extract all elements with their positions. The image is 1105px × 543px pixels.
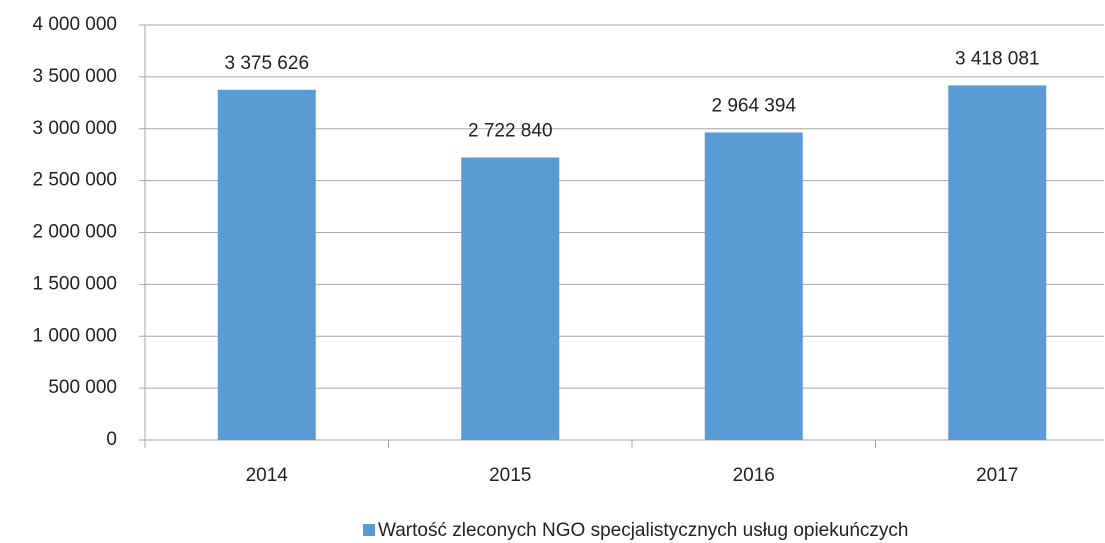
y-tick-label: 2 000 000 <box>32 222 117 243</box>
y-tick-label: 1 000 000 <box>32 325 117 346</box>
y-tick-label: 500 000 <box>48 377 117 398</box>
y-tick-label: 3 000 000 <box>32 118 117 139</box>
y-tick-label: 0 <box>106 429 117 450</box>
bar <box>461 157 560 440</box>
data-label: 2 722 840 <box>468 121 553 142</box>
y-tick-label: 1 500 000 <box>32 273 117 294</box>
bar <box>948 85 1047 441</box>
data-label: 3 418 081 <box>955 48 1040 69</box>
bar <box>217 89 316 440</box>
data-label: 2 964 394 <box>711 95 796 116</box>
y-tick-label: 3 500 000 <box>32 66 117 87</box>
x-tick-label: 2014 <box>246 465 289 486</box>
y-tick-label: 4 000 000 <box>32 14 117 35</box>
data-label: 3 375 626 <box>224 53 309 74</box>
x-tick-label: 2015 <box>489 465 531 486</box>
legend-swatch <box>363 524 375 536</box>
x-tick-label: 2016 <box>733 465 775 486</box>
legend-label: Wartość zleconych NGO specjalistycznych … <box>378 520 908 541</box>
y-tick-label: 2 500 000 <box>32 170 117 191</box>
bar <box>704 132 803 440</box>
x-tick-label: 2017 <box>976 465 1018 486</box>
